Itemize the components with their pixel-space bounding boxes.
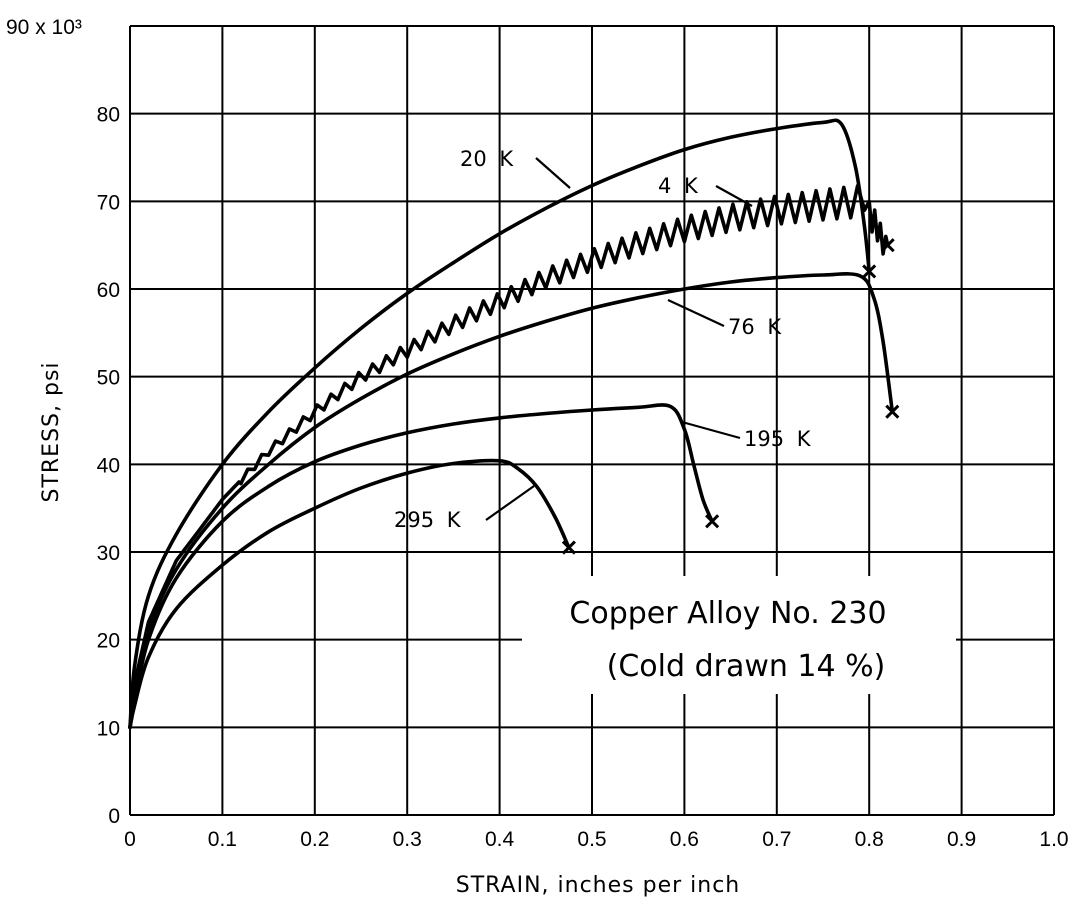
y-tick-label-5: 50 — [97, 367, 120, 390]
series-curve-20k — [128, 118, 871, 730]
y-tick-label-7: 70 — [97, 191, 120, 214]
series-curve-4k — [128, 184, 890, 730]
y-axis-title: STRESS, psi — [39, 361, 64, 502]
label-leader-195k — [681, 420, 741, 440]
fracture-mark-20k — [862, 264, 877, 279]
x-tick-label-4: 0.4 — [485, 828, 515, 851]
series-labels: 20 K 4 K 76 K 195 K 295 K — [394, 147, 812, 532]
y-tick-label-3: 30 — [97, 542, 120, 565]
fracture-mark-76k — [885, 404, 900, 419]
y-tick-label-4: 40 — [97, 454, 120, 477]
fracture-mark-stroke-b — [885, 404, 900, 419]
fracture-marks — [561, 238, 900, 555]
fracture-mark-4k — [880, 238, 895, 253]
x-tick-label-10: 1.0 — [1039, 828, 1068, 851]
label-leader-20k — [535, 157, 571, 189]
fracture-mark-stroke-b — [705, 514, 720, 529]
series-curve-195k — [128, 403, 714, 730]
y-tick-label-6: 60 — [97, 279, 120, 302]
x-tick-label-7: 0.7 — [762, 828, 791, 851]
series-label-195k: 195 K — [744, 427, 812, 451]
x-tick-label-6: 0.6 — [670, 828, 699, 851]
x-tick-label-9: 0.9 — [947, 828, 976, 851]
series-curves — [128, 118, 895, 730]
x-tick-label-5: 0.5 — [577, 828, 606, 851]
x-axis-title: STRAIN, inches per inch — [456, 873, 741, 898]
fracture-mark-stroke-b — [862, 264, 877, 279]
annotation-line-1: Copper Alloy No. 230 — [569, 596, 886, 631]
y-tick-label-8: 80 — [97, 104, 120, 127]
series-curve-76k — [128, 272, 895, 730]
label-leader-76k — [667, 299, 725, 327]
x-tick-label-0: 0 — [124, 828, 136, 851]
label-leaders — [485, 157, 753, 521]
series-curve-295k — [128, 458, 571, 730]
annotation-box — [522, 576, 956, 694]
fracture-mark-stroke-b — [880, 238, 895, 253]
y-tick-label-0: 0 — [108, 805, 120, 828]
y-tick-label-1: 10 — [97, 717, 120, 740]
x-tick-label-8: 0.8 — [855, 828, 884, 851]
grid — [129, 25, 1055, 816]
annotation-line-2: (Cold drawn 14 %) — [607, 649, 886, 684]
x-tick-label-3: 0.3 — [393, 828, 422, 851]
series-label-20k: 20 K — [460, 147, 514, 171]
fracture-mark-195k — [705, 514, 720, 529]
x-tick-label-1: 0.1 — [208, 828, 237, 851]
series-label-295k: 295 K — [394, 508, 462, 532]
x-tick-labels: 0 0.1 0.2 0.3 0.4 0.5 0.6 0.7 0.8 0.9 1.0 — [124, 828, 1068, 851]
fracture-mark-stroke-b — [561, 540, 576, 555]
y-tick-label-2: 20 — [97, 630, 120, 653]
y-multiplier-label: 90 x 10³ — [6, 16, 82, 39]
series-label-76k: 76 K — [728, 315, 782, 339]
series-label-4k: 4 K — [658, 174, 699, 198]
fracture-mark-295k — [561, 540, 576, 555]
label-leader-4k — [715, 185, 753, 207]
label-leader-295k — [485, 485, 535, 521]
x-tick-label-2: 0.2 — [300, 828, 329, 851]
y-tick-labels: 0 10 20 30 40 50 60 70 80 — [97, 104, 120, 828]
